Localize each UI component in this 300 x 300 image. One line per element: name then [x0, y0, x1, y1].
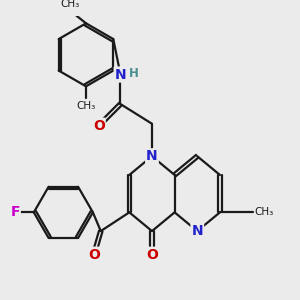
Text: N: N [146, 149, 158, 163]
Text: H: H [129, 67, 139, 80]
Text: O: O [146, 248, 158, 262]
Text: CH₃: CH₃ [76, 101, 96, 111]
Text: CH₃: CH₃ [60, 0, 80, 8]
Text: N: N [115, 68, 126, 82]
Text: CH₃: CH₃ [255, 207, 274, 218]
Text: O: O [88, 248, 100, 262]
Text: O: O [93, 119, 105, 133]
Text: F: F [11, 206, 20, 219]
Text: N: N [191, 224, 203, 238]
